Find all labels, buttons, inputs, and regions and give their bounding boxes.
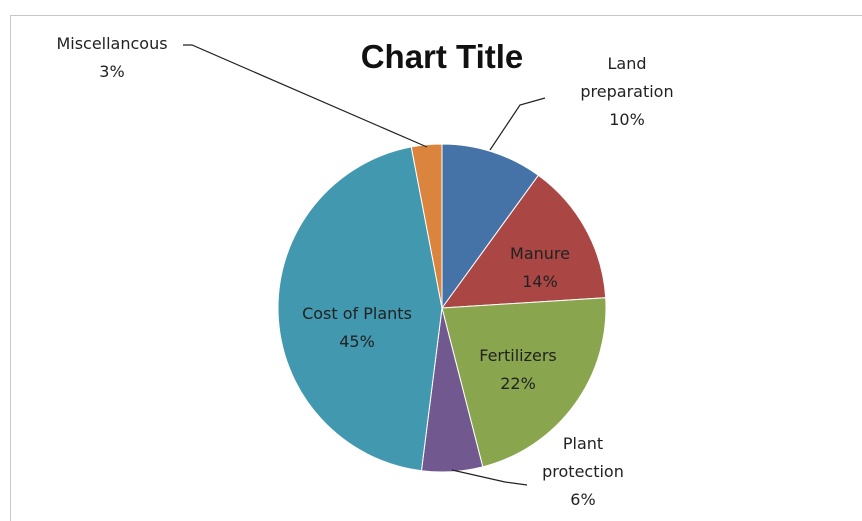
data-label: Cost of Plants 45% bbox=[282, 300, 432, 356]
data-label: Land preparation 10% bbox=[567, 50, 687, 134]
label-category: Fertilizers bbox=[479, 346, 557, 365]
label-category: Manure bbox=[510, 244, 570, 263]
chart-area bbox=[10, 15, 862, 521]
label-value: 22% bbox=[500, 374, 536, 393]
label-category: Cost of Plants bbox=[302, 304, 412, 323]
chart-title: Chart Title bbox=[360, 38, 524, 75]
label-category: Plant protection bbox=[542, 434, 624, 481]
data-label: Plant protection 6% bbox=[523, 430, 643, 514]
leader-line bbox=[489, 97, 546, 151]
label-category: Land preparation bbox=[580, 54, 674, 101]
pie-slice bbox=[441, 297, 607, 468]
pie-slice bbox=[277, 146, 443, 472]
pie-slice bbox=[410, 143, 443, 309]
label-value: 14% bbox=[522, 272, 558, 291]
pie-slice bbox=[441, 143, 540, 310]
pie-slice bbox=[440, 174, 607, 309]
leader-line bbox=[183, 44, 428, 148]
label-category: Miscellancous bbox=[56, 34, 168, 53]
label-value: 45% bbox=[339, 332, 375, 351]
label-value: 10% bbox=[609, 110, 645, 129]
data-label: Manure 14% bbox=[480, 240, 600, 296]
label-value: 3% bbox=[99, 62, 125, 81]
data-label: Fertilizers 22% bbox=[458, 342, 578, 398]
label-value: 6% bbox=[570, 490, 596, 509]
leader-line bbox=[451, 469, 528, 486]
data-label: Miscellancous 3% bbox=[32, 30, 192, 86]
